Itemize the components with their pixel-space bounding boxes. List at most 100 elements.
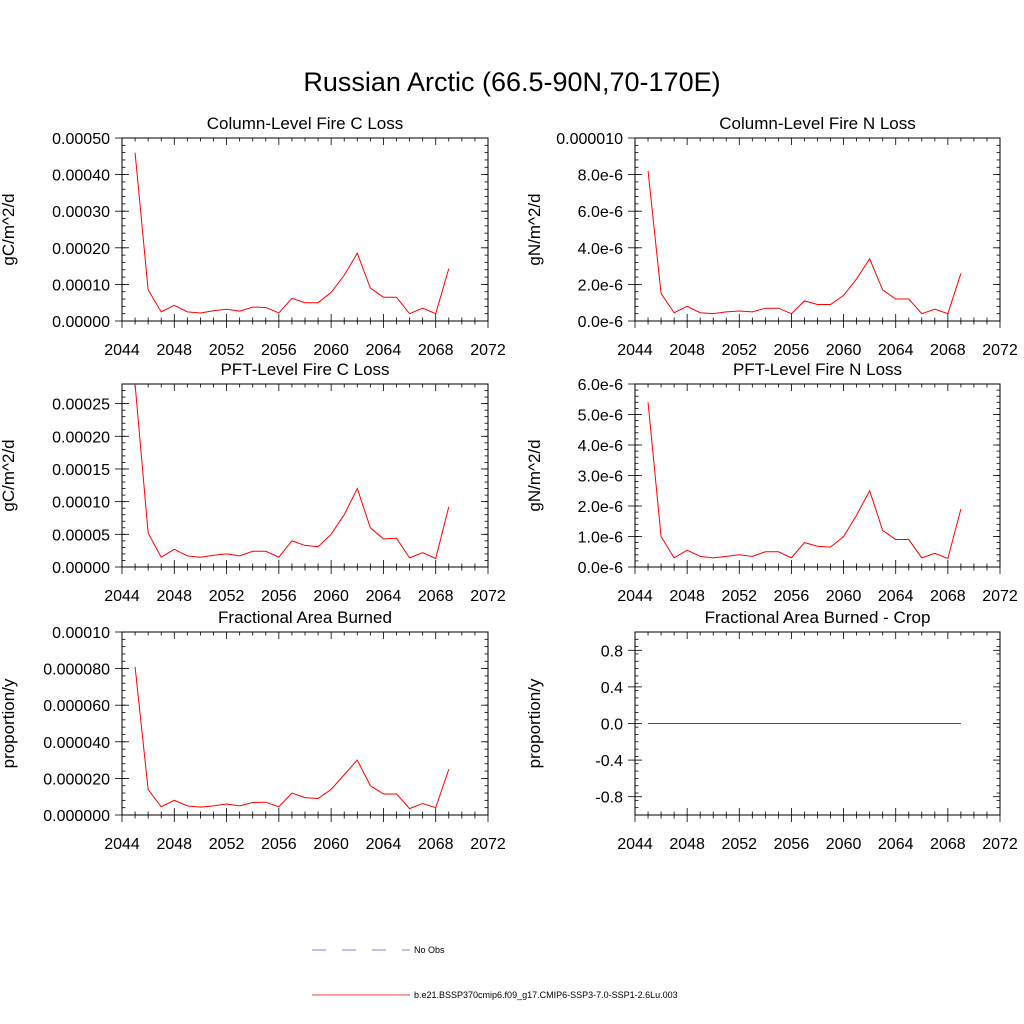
y-axis-label: gN/m^2/d — [525, 439, 544, 511]
x-tick-label: 2052 — [209, 588, 245, 605]
legend-label-no-obs: No Obs — [414, 945, 445, 955]
x-tick-label: 2064 — [366, 588, 402, 605]
x-tick-label: 2048 — [669, 588, 705, 605]
panels: Column-Level Fire C Loss 2044 2048 2052 2056… — [0, 114, 1018, 853]
panel-title: Fractional Area Burned — [218, 608, 392, 627]
x-tick-label: 2044 — [617, 836, 653, 853]
y-tick-label: 4.0e-6 — [578, 241, 623, 258]
x-tick-label: 2072 — [470, 836, 506, 853]
x-tick-label: 2044 — [617, 342, 653, 359]
x-tick-label: 2048 — [669, 836, 705, 853]
y-axis-label: gC/m^2/d — [0, 439, 18, 511]
series-line-1 — [647, 402, 962, 560]
chart-panel-6: Fractional Area Burned - Crop 2044 2048 205… — [525, 608, 1018, 853]
x-tick-label: 2056 — [774, 342, 810, 359]
panel-title: Column-Level Fire C Loss — [207, 114, 404, 133]
x-tick-label: 2056 — [261, 836, 297, 853]
x-tick-label: 2072 — [982, 342, 1018, 359]
y-tick-label: 0.0 — [601, 717, 623, 734]
y-tick-label: 0.000080 — [43, 662, 110, 679]
y-tick-label: -0.8 — [595, 790, 623, 807]
y-tick-label: 0.000010 — [556, 131, 623, 148]
y-tick-label: 0.0e-6 — [578, 560, 623, 577]
x-tick-label: 2060 — [313, 836, 349, 853]
y-tick-label: 0.000060 — [43, 698, 110, 715]
x-tick-label: 2068 — [930, 588, 966, 605]
y-tick-label: 0.00030 — [52, 204, 110, 221]
plot-frame — [634, 137, 1001, 322]
y-tick-label: 0.00010 — [52, 277, 110, 294]
x-tick-label: 2056 — [774, 588, 810, 605]
panel-title: PFT-Level Fire C Loss — [220, 360, 389, 379]
x-tick-label: 2052 — [721, 342, 757, 359]
chart-panel-5: Fractional Area Burned 2044 2048 2052 2056 20… — [0, 608, 506, 853]
x-tick-label: 2060 — [826, 836, 862, 853]
x-tick-label: 2048 — [669, 342, 705, 359]
x-tick-label: 2056 — [261, 588, 297, 605]
x-tick-label: 2072 — [982, 836, 1018, 853]
x-tick-label: 2068 — [930, 836, 966, 853]
y-tick-label: 5.0e-6 — [578, 408, 623, 425]
y-tick-label: 3.0e-6 — [578, 469, 623, 486]
y-tick-label: 0.00040 — [52, 168, 110, 185]
y-tick-label: 0.00050 — [52, 131, 110, 148]
x-tick-label: 2072 — [470, 588, 506, 605]
chart-panel-3: PFT-Level Fire C Loss 2044 2048 2052 2056 206… — [0, 360, 506, 605]
y-axis-label: proportion/y — [525, 678, 544, 768]
y-tick-label: 8.0e-6 — [578, 168, 623, 185]
chart-panel-2: Column-Level Fire N Loss 2044 2048 2052 2056… — [525, 114, 1018, 359]
x-tick-label: 2068 — [930, 342, 966, 359]
y-tick-label: 0.00020 — [52, 429, 110, 446]
y-tick-label: 0.00000 — [52, 314, 110, 331]
x-tick-label: 2044 — [617, 588, 653, 605]
x-tick-label: 2060 — [313, 342, 349, 359]
series-line-1 — [647, 170, 962, 315]
y-tick-label: 0.00010 — [52, 625, 110, 642]
y-tick-label: 0.00020 — [52, 241, 110, 258]
series-line-1 — [134, 666, 450, 810]
panel-title: PFT-Level Fire N Loss — [733, 360, 902, 379]
y-axis-label: gC/m^2/d — [0, 193, 18, 265]
x-tick-label: 2068 — [418, 342, 454, 359]
y-tick-label: 0.00015 — [52, 462, 110, 479]
y-tick-label: 0.8 — [601, 643, 623, 660]
y-tick-label: 1.0e-6 — [578, 530, 623, 547]
x-tick-label: 2044 — [104, 836, 140, 853]
plot-frame — [634, 383, 1001, 568]
x-tick-label: 2072 — [470, 342, 506, 359]
x-tick-label: 2052 — [209, 342, 245, 359]
x-tick-label: 2064 — [878, 342, 914, 359]
x-tick-label: 2048 — [156, 588, 192, 605]
y-tick-label: 0.000040 — [43, 735, 110, 752]
x-tick-label: 2044 — [104, 342, 140, 359]
y-tick-label: 0.4 — [601, 680, 623, 697]
x-tick-label: 2052 — [721, 836, 757, 853]
x-tick-label: 2048 — [156, 836, 192, 853]
series-line-1 — [134, 383, 450, 560]
x-tick-label: 2060 — [826, 588, 862, 605]
y-tick-label: 0.00025 — [52, 397, 110, 414]
x-tick-label: 2060 — [826, 342, 862, 359]
legend: No Obs b.e21.BSSP370cmip6.f09_g17.CMIP6-… — [312, 945, 678, 1000]
legend-label-model: b.e21.BSSP370cmip6.f09_g17.CMIP6-SSP3-7.… — [414, 990, 678, 1000]
x-tick-label: 2068 — [418, 836, 454, 853]
figure-title: Russian Arctic (66.5-90N,70-170E) — [303, 67, 720, 97]
y-tick-label: 6.0e-6 — [578, 204, 623, 221]
y-tick-label: 2.0e-6 — [578, 499, 623, 516]
y-tick-label: 0.00010 — [52, 495, 110, 512]
y-tick-label: 6.0e-6 — [578, 377, 623, 394]
plot-frame — [121, 383, 489, 568]
y-axis-label: proportion/y — [0, 678, 18, 768]
x-tick-label: 2072 — [982, 588, 1018, 605]
x-tick-label: 2064 — [878, 588, 914, 605]
chart-panel-1: Column-Level Fire C Loss 2044 2048 2052 2056… — [0, 114, 506, 359]
x-tick-label: 2044 — [104, 588, 140, 605]
chart-panel-4: PFT-Level Fire N Loss 2044 2048 2052 2056 206… — [525, 360, 1018, 605]
y-tick-label: 0.000020 — [43, 771, 110, 788]
x-tick-label: 2060 — [313, 588, 349, 605]
y-tick-label: 2.0e-6 — [578, 277, 623, 294]
x-tick-label: 2052 — [209, 836, 245, 853]
x-tick-label: 2064 — [878, 836, 914, 853]
x-tick-label: 2068 — [418, 588, 454, 605]
y-tick-label: 0.000000 — [43, 808, 110, 825]
